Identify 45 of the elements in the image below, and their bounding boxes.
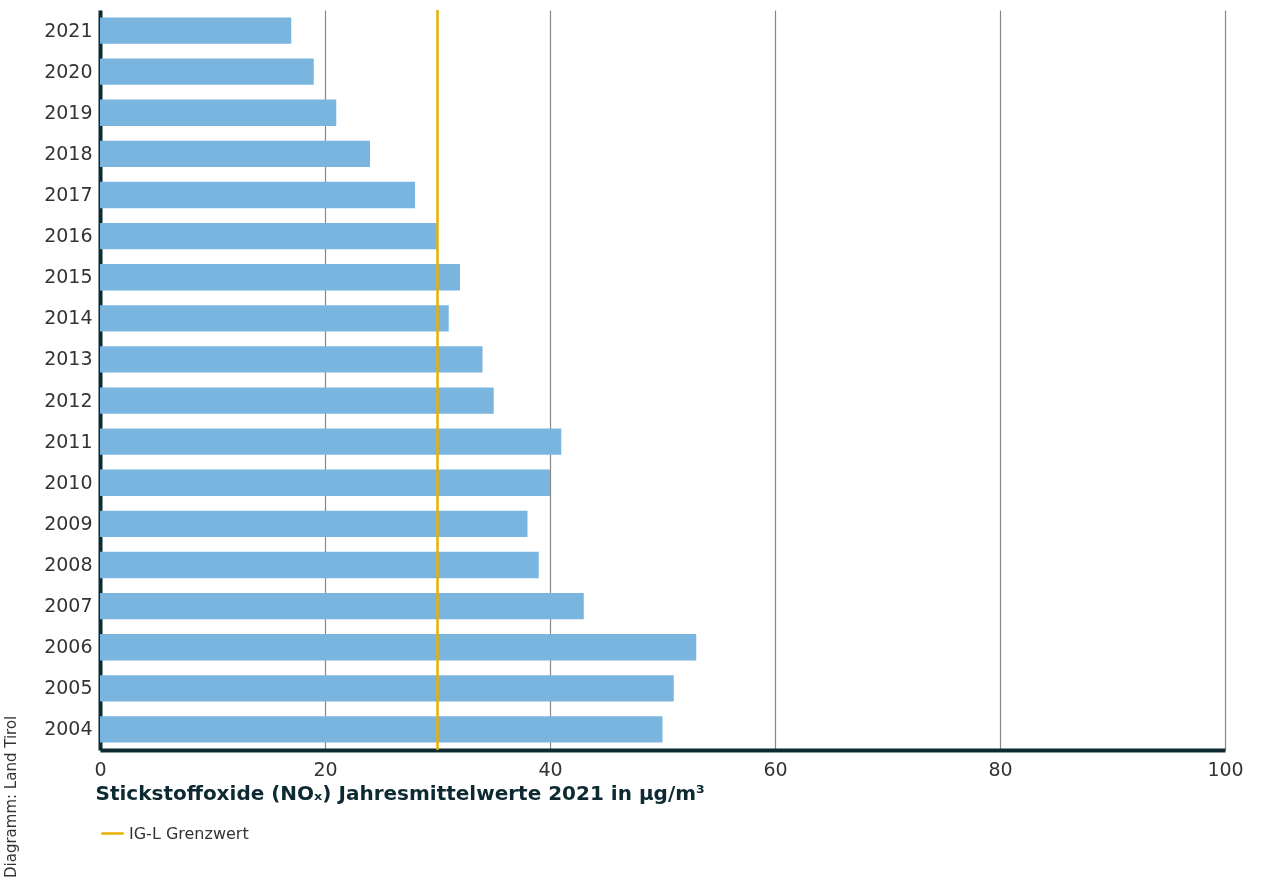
y-tick-label: 2014	[44, 306, 93, 329]
y-tick-label: 2018	[44, 141, 93, 164]
bar	[100, 634, 697, 661]
bar	[100, 305, 449, 332]
y-tick-label: 2017	[44, 183, 93, 205]
x-axis-title: Stickstoffoxide (NOₓ) Jahresmittelwerte 2021 in µg/m³	[95, 780, 705, 805]
x-tick-label: 100	[1207, 757, 1244, 780]
x-tick-label: 60	[763, 757, 788, 780]
text: Diagramm: Land Tirol	[2, 715, 20, 878]
bar	[100, 264, 460, 291]
x-tick-label: 80	[988, 757, 1013, 780]
bar	[100, 58, 314, 85]
bar	[100, 428, 562, 455]
bar	[100, 551, 539, 579]
y-tick-label: 2010	[44, 470, 93, 493]
y-tick-label: 2005	[44, 676, 93, 699]
y-tick-label: 2007	[44, 594, 93, 617]
y-tick-label: 2011	[44, 429, 93, 452]
bar	[100, 17, 292, 44]
y-tick-label: 2012	[44, 388, 93, 411]
bar	[100, 222, 438, 250]
y-tick-label: 2004	[44, 717, 93, 740]
bar	[100, 469, 550, 496]
legend-label: IG-L Grenzwert	[129, 823, 249, 843]
bar	[100, 675, 674, 702]
bar	[100, 592, 584, 620]
bar	[100, 99, 337, 126]
y-tick-label: 2008	[44, 553, 93, 575]
y-tick-label: 2016	[44, 224, 93, 247]
y-tick-label: 2006	[44, 635, 93, 658]
bar	[100, 140, 370, 168]
bar	[100, 387, 494, 414]
bar	[100, 181, 415, 209]
y-tick-label: 2009	[44, 511, 93, 534]
y-tick-label: 2020	[44, 59, 93, 82]
x-tick-label: 40	[538, 757, 563, 780]
bar	[100, 716, 663, 743]
bar	[100, 346, 483, 373]
y-tick-label: 2021	[44, 18, 93, 41]
x-tick-label: 0	[94, 757, 107, 780]
y-tick-label: 2019	[44, 100, 93, 123]
y-tick-label: 2015	[44, 265, 93, 288]
y-tick-label: 2013	[44, 347, 93, 370]
bar	[100, 510, 528, 538]
x-tick-label: 20	[313, 757, 338, 780]
